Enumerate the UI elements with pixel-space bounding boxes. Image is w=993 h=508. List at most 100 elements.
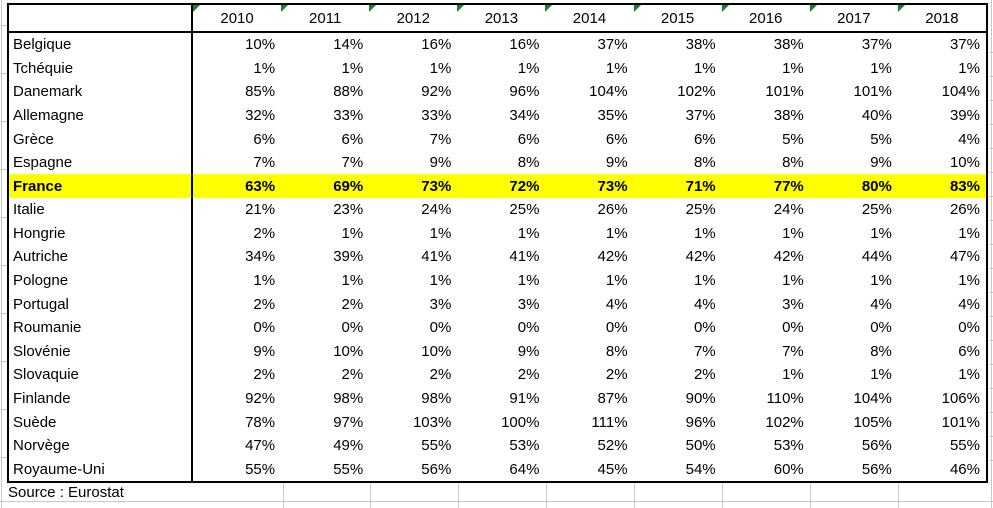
value-cell[interactable]: 56% <box>861 437 892 455</box>
value-cell[interactable]: 7% <box>341 154 364 172</box>
value-cell[interactable]: 38% <box>685 36 716 54</box>
value-cell[interactable]: 1% <box>870 272 892 290</box>
value-cell[interactable]: 10% <box>949 154 980 172</box>
value-cell[interactable]: 55% <box>421 437 452 455</box>
value-cell[interactable]: 1% <box>341 224 364 242</box>
value-cell[interactable]: 0% <box>782 319 804 337</box>
value-cell[interactable]: 38% <box>773 36 804 54</box>
value-cell[interactable]: 8% <box>517 154 540 172</box>
value-cell[interactable]: 52% <box>597 437 628 455</box>
value-cell[interactable]: 101% <box>853 83 892 101</box>
value-cell[interactable]: 6% <box>341 130 364 148</box>
value-cell[interactable]: 1% <box>782 272 804 290</box>
value-cell[interactable]: 24% <box>421 201 452 219</box>
value-cell[interactable]: 2% <box>605 366 628 384</box>
value-cell[interactable]: 1% <box>693 59 716 77</box>
value-cell[interactable]: 106% <box>941 389 980 407</box>
value-cell[interactable]: 55% <box>333 460 364 478</box>
value-cell[interactable]: 4% <box>958 130 980 148</box>
value-cell[interactable]: 41% <box>509 248 540 266</box>
value-cell[interactable]: 102% <box>677 83 716 101</box>
value-cell[interactable]: 102% <box>765 413 804 431</box>
value-cell[interactable]: 96% <box>509 83 540 101</box>
value-cell[interactable]: 1% <box>253 272 276 290</box>
value-cell[interactable]: 2% <box>341 366 364 384</box>
value-cell[interactable]: 4% <box>693 295 716 313</box>
country-cell[interactable]: Norvège <box>9 433 193 458</box>
value-cell[interactable]: 101% <box>941 413 980 431</box>
value-cell[interactable]: 97% <box>333 413 364 431</box>
value-cell[interactable]: 1% <box>958 224 980 242</box>
value-cell[interactable]: 1% <box>429 272 452 290</box>
year-header-cell[interactable]: 2014 <box>545 5 633 31</box>
value-cell[interactable]: 26% <box>949 201 980 219</box>
value-cell[interactable]: 1% <box>693 272 716 290</box>
value-cell[interactable]: 5% <box>870 130 892 148</box>
year-header-cell[interactable]: 2013 <box>457 5 545 31</box>
value-cell[interactable]: 25% <box>861 201 892 219</box>
value-cell[interactable]: 10% <box>421 342 452 360</box>
value-cell[interactable]: 2% <box>517 366 540 384</box>
country-cell[interactable]: Grèce <box>9 127 193 151</box>
value-cell[interactable]: 1% <box>253 59 276 77</box>
value-cell[interactable]: 53% <box>509 437 540 455</box>
country-cell[interactable]: Royaume-Uni <box>9 457 193 481</box>
year-header-cell[interactable]: 2011 <box>281 5 369 31</box>
value-cell[interactable]: 1% <box>870 59 892 77</box>
value-cell[interactable]: 6% <box>605 130 628 148</box>
value-cell[interactable]: 8% <box>782 154 804 172</box>
value-cell[interactable]: 85% <box>245 83 276 101</box>
country-cell[interactable]: Italie <box>9 198 193 222</box>
value-cell[interactable]: 1% <box>782 366 804 384</box>
value-cell[interactable]: 1% <box>605 59 628 77</box>
value-cell[interactable]: 37% <box>597 36 628 54</box>
value-cell[interactable]: 55% <box>949 437 980 455</box>
value-cell[interactable]: 2% <box>693 366 716 384</box>
value-cell[interactable]: 21% <box>245 201 276 219</box>
value-cell[interactable]: 0% <box>958 319 980 337</box>
value-cell[interactable]: 6% <box>693 130 716 148</box>
value-cell[interactable]: 92% <box>245 389 276 407</box>
value-cell[interactable]: 4% <box>605 295 628 313</box>
country-cell[interactable]: Hongrie <box>9 221 193 246</box>
value-cell[interactable]: 104% <box>589 83 628 101</box>
value-cell[interactable]: 25% <box>509 201 540 219</box>
value-cell[interactable]: 33% <box>333 107 364 125</box>
value-cell[interactable]: 0% <box>693 319 716 337</box>
value-cell[interactable]: 1% <box>341 59 364 77</box>
value-cell[interactable]: 83% <box>949 177 980 195</box>
value-cell[interactable]: 1% <box>429 224 452 242</box>
year-header-cell[interactable]: 2012 <box>369 5 457 31</box>
value-cell[interactable]: 6% <box>517 130 540 148</box>
country-cell[interactable]: Slovénie <box>9 339 193 364</box>
value-cell[interactable]: 2% <box>429 366 452 384</box>
value-cell[interactable]: 33% <box>421 107 452 125</box>
value-cell[interactable]: 8% <box>693 154 716 172</box>
country-cell[interactable]: Danemark <box>9 80 193 104</box>
value-cell[interactable]: 34% <box>245 248 276 266</box>
value-cell[interactable]: 4% <box>870 295 892 313</box>
value-cell[interactable]: 40% <box>861 107 892 125</box>
value-cell[interactable]: 3% <box>782 295 804 313</box>
value-cell[interactable]: 42% <box>685 248 716 266</box>
country-cell[interactable]: France <box>9 174 193 199</box>
value-cell[interactable]: 34% <box>509 107 540 125</box>
value-cell[interactable]: 1% <box>693 224 716 242</box>
value-cell[interactable]: 26% <box>597 201 628 219</box>
value-cell[interactable]: 1% <box>870 366 892 384</box>
value-cell[interactable]: 47% <box>949 248 980 266</box>
value-cell[interactable]: 80% <box>861 177 892 195</box>
value-cell[interactable]: 2% <box>341 295 364 313</box>
value-cell[interactable]: 3% <box>429 295 452 313</box>
corner-cell[interactable] <box>9 5 193 31</box>
value-cell[interactable]: 1% <box>958 366 980 384</box>
value-cell[interactable]: 100% <box>501 413 540 431</box>
country-cell[interactable]: Portugal <box>9 292 193 316</box>
value-cell[interactable]: 9% <box>517 342 540 360</box>
value-cell[interactable]: 37% <box>861 36 892 54</box>
value-cell[interactable]: 91% <box>509 389 540 407</box>
value-cell[interactable]: 104% <box>941 83 980 101</box>
value-cell[interactable]: 1% <box>958 59 980 77</box>
value-cell[interactable]: 96% <box>685 413 716 431</box>
value-cell[interactable]: 103% <box>412 413 452 431</box>
